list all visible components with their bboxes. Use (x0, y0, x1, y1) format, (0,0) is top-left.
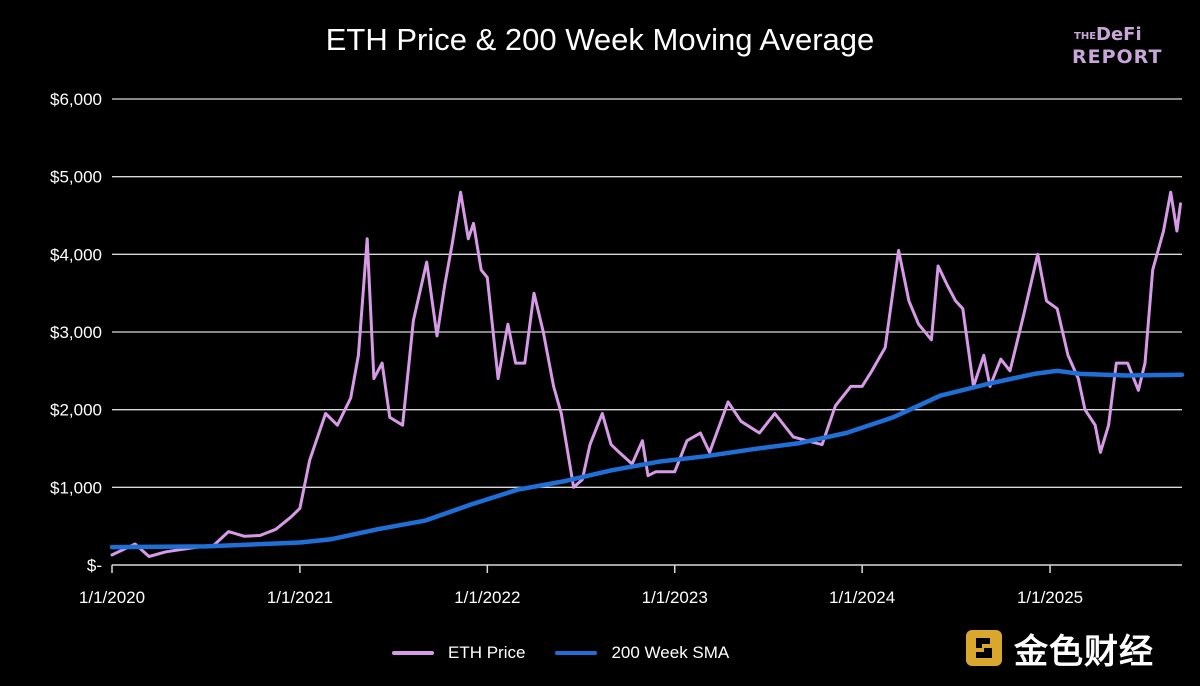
legend: ETH Price 200 Week SMA (392, 640, 759, 666)
legend-item-200-week-sma: 200 Week SMA (555, 643, 729, 663)
y-tick-label: $- (87, 556, 102, 575)
y-tick-label: $5,000 (50, 168, 102, 187)
legend-label-200-week-sma: 200 Week SMA (611, 643, 730, 662)
chart-title: ETH Price & 200 Week Moving Average (325, 22, 875, 57)
x-tick-label: 1/1/2024 (829, 588, 895, 607)
y-tick-label: $1,000 (50, 478, 102, 497)
series-line-eth-price (110, 190, 1182, 558)
y-axis-ticks: $- $1,000 $2,000 $3,000 $4,000 $5,000 $6,000 (50, 90, 102, 575)
logo-text-defi: DeFi (1096, 24, 1142, 45)
jinse-logo-icon (966, 630, 1002, 666)
logo-text-report: REPORT (1072, 46, 1163, 68)
watermark: 金色财经 (964, 626, 1154, 672)
legend-item-eth-price: ETH Price (392, 643, 525, 663)
defi-report-logo: THE DeFi REPORT (1068, 24, 1168, 68)
x-tick-label: 1/1/2022 (454, 588, 520, 607)
series-layer (109, 190, 1185, 558)
y-tick-label: $2,000 (50, 401, 102, 420)
logo-text-the: THE (1074, 31, 1097, 42)
x-tick-label: 1/1/2025 (1017, 588, 1083, 607)
y-tick-label: $3,000 (50, 323, 102, 342)
legend-swatch-200-week-sma (555, 651, 598, 655)
series-line-200-week-sma (109, 368, 1185, 550)
y-tick-label: $6,000 (50, 90, 102, 109)
y-tick-label: $4,000 (50, 245, 102, 264)
x-tick-label: 1/1/2020 (79, 588, 145, 607)
x-tick-label: 1/1/2023 (642, 588, 708, 607)
legend-label-eth-price: ETH Price (448, 643, 526, 662)
watermark-text: 金色财经 (1014, 631, 1154, 672)
legend-swatch-eth-price (392, 651, 434, 655)
x-tick-label: 1/1/2021 (267, 588, 333, 607)
gridlines (112, 98, 1182, 488)
x-axis-ticks: 1/1/2020 1/1/2021 1/1/2022 1/1/2023 1/1/2024… (79, 565, 1083, 607)
